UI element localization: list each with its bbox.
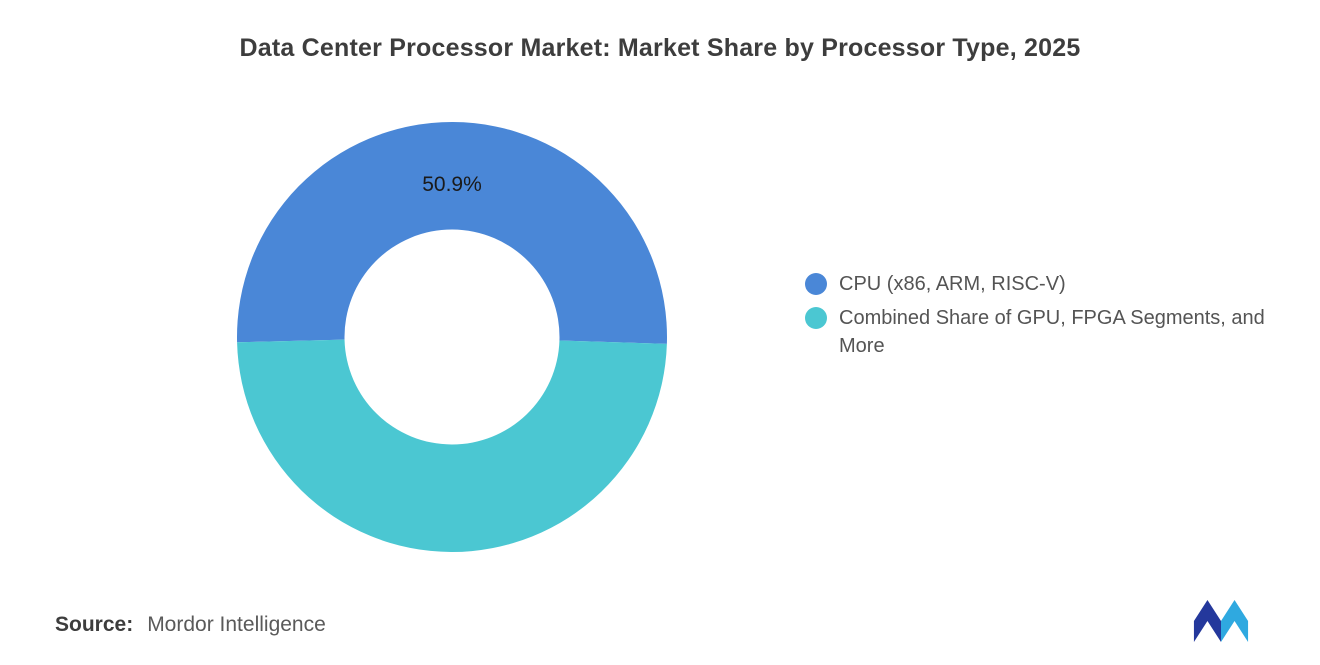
source-line: Source: Mordor Intelligence	[55, 613, 326, 637]
donut-svg	[237, 121, 667, 552]
source-prefix: Source:	[55, 613, 134, 636]
chart-title: Data Center Processor Market: Market Sha…	[239, 34, 1081, 62]
legend-dot-cpu-icon	[805, 273, 827, 295]
legend-dot-gpu-fpga-icon	[805, 307, 827, 329]
legend-label-gpu-fpga: Combined Share of GPU, FPGA Segments, an…	[839, 307, 1265, 357]
donut-slice-cpu[interactable]	[237, 121, 667, 344]
donut-chart: 50.9%	[232, 117, 672, 557]
mordor-intelligence-logo	[1192, 597, 1250, 645]
legend-label-cpu: CPU (x86, ARM, RISC-V)	[839, 273, 1066, 295]
legend-item-gpu-fpga[interactable]: Combined Share of GPU, FPGA Segments, an…	[805, 304, 1305, 360]
legend: CPU (x86, ARM, RISC-V) Combined Share of…	[805, 270, 1305, 366]
legend-item-cpu[interactable]: CPU (x86, ARM, RISC-V)	[805, 270, 1305, 298]
mordor-logo-icon	[1193, 600, 1249, 642]
donut-slice-gpu-fpga[interactable]	[237, 339, 667, 552]
source-text: Mordor Intelligence	[147, 613, 326, 636]
